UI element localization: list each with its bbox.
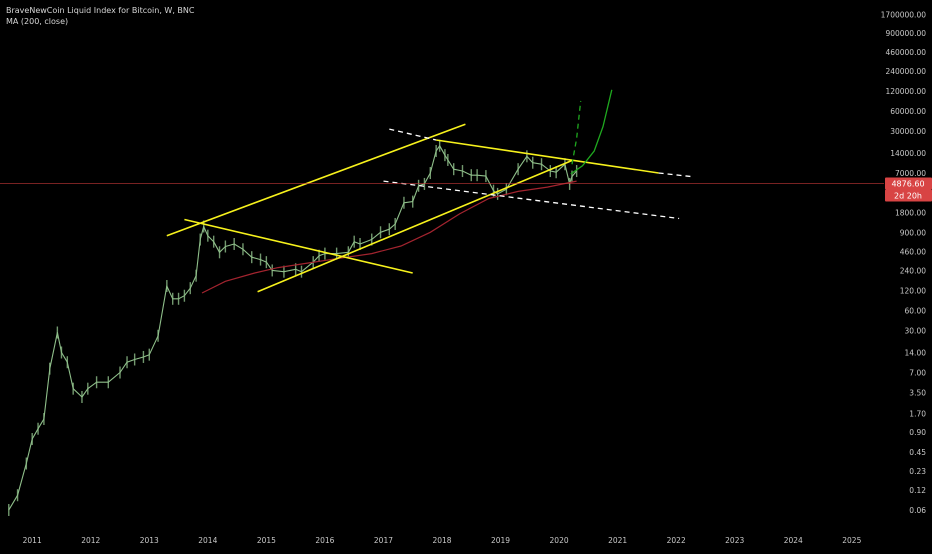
channel-line-yellow[interactable] [166, 123, 466, 237]
price-axis-label: 900.00 [900, 228, 926, 237]
price-axis-label: 120.00 [900, 286, 926, 295]
price-axis-label: 30.00 [905, 327, 927, 336]
channel-line-yellow[interactable] [184, 218, 413, 274]
time-axis-label: 2022 [667, 536, 686, 545]
price-axis-label: 460.00 [900, 248, 926, 257]
ma-200-line [201, 180, 577, 294]
price-axis-label: 900000.00 [885, 29, 926, 38]
channel-line-yellow[interactable] [257, 159, 573, 293]
time-axis-label: 2025 [842, 536, 861, 545]
time-axis-label: 2016 [315, 536, 334, 545]
current-price-label: 4876.60 [891, 179, 924, 188]
price-axis-label: 120000.00 [885, 87, 926, 96]
price-axis-label: 0.06 [909, 506, 926, 515]
time-axis-label: 2011 [23, 536, 42, 545]
time-axis-label: 2014 [198, 536, 217, 545]
current-price-tag [885, 177, 932, 190]
price-axis-label: 1800.00 [895, 208, 926, 217]
price-axis-label: 0.90 [909, 428, 926, 437]
time-axis-label: 2020 [550, 536, 569, 545]
time-axis-label: 2019 [491, 536, 510, 545]
price-axis-label: 240.00 [900, 266, 926, 275]
price-axis-label: 3.50 [909, 389, 926, 398]
price-axis-label: 7.00 [909, 369, 926, 378]
countdown-label: 2d 20h [894, 191, 922, 200]
price-axis-label: 30000.00 [890, 127, 926, 136]
indicator-label: MA (200, close) [6, 17, 69, 26]
price-axis-label: 1.70 [909, 409, 926, 418]
price-axis-label: 0.12 [909, 486, 926, 495]
price-axis-label: 1700000.00 [881, 10, 927, 19]
trend-line-white[interactable] [389, 128, 437, 141]
price-axis-label: 240000.00 [885, 67, 926, 76]
price-axis-label: 60.00 [905, 306, 927, 315]
time-axis-label: 2023 [725, 536, 744, 545]
price-axis-label: 0.45 [909, 448, 926, 457]
price-axis-label: 460000.00 [885, 48, 926, 57]
time-axis-label: 2018 [432, 536, 451, 545]
price-axis-label: 60000.00 [890, 107, 926, 116]
channel-line-yellow[interactable] [435, 139, 659, 174]
price-axis-label: 7000.00 [895, 169, 926, 178]
time-axis-label: 2015 [257, 536, 276, 545]
time-axis-label: 2024 [784, 536, 803, 545]
price-axis-label: 0.23 [909, 467, 926, 476]
price-axis-label: 14000.00 [890, 149, 926, 158]
projection-green[interactable] [570, 89, 613, 175]
time-axis-label: 2021 [608, 536, 627, 545]
price-series-line [8, 145, 578, 511]
chart-title: BraveNewCoin Liquid Index for Bitcoin, W… [6, 6, 195, 15]
time-axis-label: 2013 [140, 536, 159, 545]
price-axis-label: 14.00 [905, 349, 927, 358]
time-axis-label: 2012 [81, 536, 100, 545]
chart-legend: BraveNewCoin Liquid Index for Bitcoin, W… [6, 5, 194, 27]
countdown-tag [885, 189, 932, 202]
time-axis-label: 2017 [374, 536, 393, 545]
trend-line-white[interactable] [383, 180, 680, 220]
